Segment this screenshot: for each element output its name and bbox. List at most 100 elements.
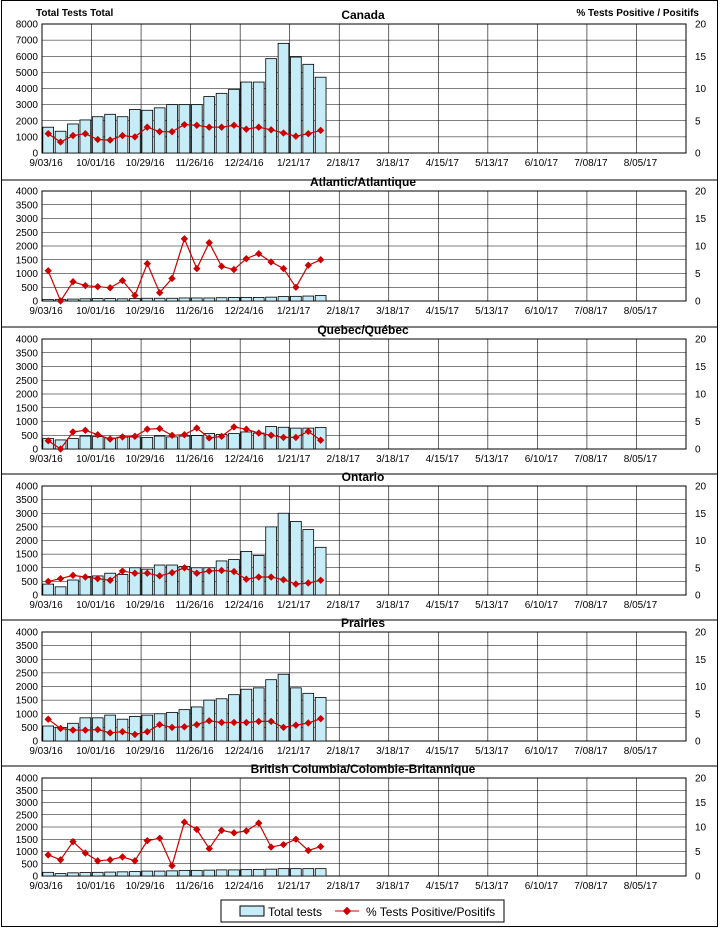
positivity-point <box>118 131 127 140</box>
positivity-point <box>304 427 312 436</box>
x-tick-label: 11/26/16 <box>176 158 215 169</box>
y-right-tick-label: 5 <box>695 269 701 280</box>
x-tick-label: 4/15/17 <box>426 454 460 465</box>
x-tick-label: 12/24/16 <box>225 600 264 611</box>
positivity-point <box>292 433 300 442</box>
positivity-point <box>217 123 226 131</box>
y-left-tick-label: 1000 <box>16 563 39 574</box>
x-tick-label: 10/29/16 <box>126 600 165 611</box>
y-right-tick-label: 0 <box>695 872 701 883</box>
x-tick-label: 3/18/17 <box>376 454 410 465</box>
bar <box>252 297 265 302</box>
y-right-tick-label: 15 <box>695 798 707 809</box>
x-tick-label: 1/21/17 <box>277 600 311 611</box>
bar <box>302 529 315 596</box>
plot-frame <box>41 777 687 877</box>
x-tick-label: 5/13/17 <box>475 158 509 169</box>
positivity-point <box>69 131 77 140</box>
y-left-tick-label: 3000 <box>16 798 39 809</box>
x-tick-label: 3/18/17 <box>376 600 410 611</box>
positivity-point <box>217 262 226 271</box>
bar <box>302 295 315 302</box>
x-tick-label: 2/18/17 <box>327 158 361 169</box>
y-right-tick-label: 0 <box>695 297 701 308</box>
positivity-point <box>106 136 114 144</box>
positivity-point <box>106 576 114 584</box>
positivity-point <box>267 573 275 581</box>
x-tick-label: 2/18/17 <box>327 454 361 465</box>
bar <box>91 116 104 154</box>
x-tick-label: 5/13/17 <box>475 454 509 465</box>
positivity-point <box>255 819 263 827</box>
bar <box>178 869 191 877</box>
legend-box <box>220 899 505 923</box>
y-left-tick-label: 4000 <box>16 84 39 95</box>
chart-panels: Canada0100020003000400050006000700080000… <box>2 8 718 892</box>
positivity-point <box>156 834 164 842</box>
y-right-tick-label: 5 <box>695 709 701 720</box>
y-left-tick-label: 3000 <box>16 362 39 373</box>
bar <box>153 564 166 596</box>
x-tick-label: 4/15/17 <box>426 746 460 757</box>
positivity-point <box>131 857 139 865</box>
y-left-tick-label: 4000 <box>16 335 39 346</box>
legend-line-marker <box>342 906 352 916</box>
x-tick-label: 5/13/17 <box>475 600 509 611</box>
positivity-point <box>267 258 275 266</box>
legend: Total tests % Tests Positive/Positifs <box>220 899 505 923</box>
x-tick-label: 6/10/17 <box>525 600 559 611</box>
positivity-point <box>94 857 102 865</box>
positivity-point <box>143 259 151 268</box>
y-left-tick-label: 3500 <box>16 348 39 359</box>
bar <box>178 104 191 154</box>
y-right-tick-label: 15 <box>695 362 707 373</box>
bar <box>104 113 116 154</box>
positivity-point <box>242 827 250 835</box>
bar <box>314 295 327 302</box>
positivity-point <box>292 835 300 843</box>
y-left-tick-label: 1500 <box>16 696 39 707</box>
bar <box>54 586 67 596</box>
y-left-tick-label: 8000 <box>16 20 39 31</box>
y-left-tick-label: 0 <box>32 297 38 308</box>
y-left-tick-label: 0 <box>32 591 38 602</box>
bar <box>104 871 116 877</box>
y-left-tick-label: 3500 <box>16 200 39 211</box>
positivity-point <box>94 431 102 439</box>
positivity-point <box>180 818 189 826</box>
x-tick-label: 3/18/17 <box>376 306 410 317</box>
bar <box>141 109 154 154</box>
y-left-tick-label: 2500 <box>16 522 39 533</box>
x-tick-label: 11/26/16 <box>176 881 215 892</box>
positivity-point <box>69 278 77 286</box>
plot-frame <box>41 338 687 450</box>
bar <box>252 81 265 154</box>
x-tick-label: 10/01/16 <box>76 881 115 892</box>
y-left-tick-label: 2000 <box>16 536 39 547</box>
x-tick-label: 6/10/17 <box>525 454 559 465</box>
x-tick-label: 10/01/16 <box>76 306 115 317</box>
x-tick-label: 12/24/16 <box>225 454 264 465</box>
y-right-tick-label: 10 <box>695 823 707 834</box>
positivity-point <box>168 862 176 870</box>
x-tick-label: 10/29/16 <box>126 158 165 169</box>
y-left-tick-label: 500 <box>21 859 38 870</box>
x-tick-label: 12/24/16 <box>225 746 264 757</box>
bar <box>116 871 129 877</box>
bar <box>141 297 154 302</box>
bar <box>129 716 141 742</box>
x-tick-label: 11/26/16 <box>176 746 215 757</box>
x-tick-label: 3/18/17 <box>376 881 410 892</box>
panel-title: Ontario <box>342 470 385 484</box>
positivity-point <box>44 715 52 723</box>
bar <box>277 868 290 877</box>
positivity-point <box>56 856 65 864</box>
legend-line-label: % Tests Positive/Positifs <box>366 905 495 919</box>
bar <box>141 437 154 450</box>
y-left-tick-label: 3500 <box>16 786 39 797</box>
panel-6: British Columbia/Colombie-Britannique050… <box>16 762 707 892</box>
positivity-point <box>94 725 102 734</box>
bar <box>240 551 253 596</box>
x-tick-label: 4/15/17 <box>426 306 460 317</box>
x-tick-label: 10/01/16 <box>76 746 115 757</box>
